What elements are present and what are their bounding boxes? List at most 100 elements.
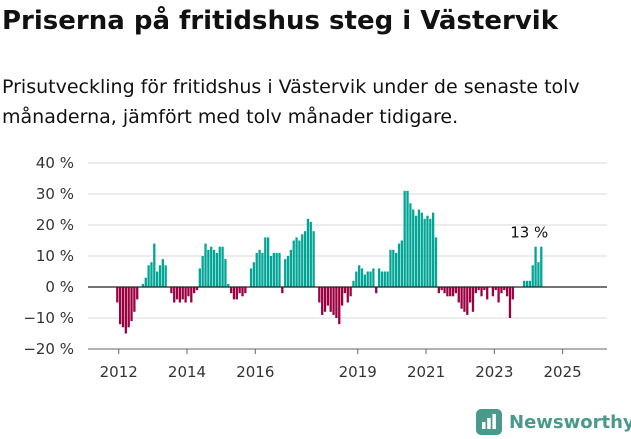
- bar: [136, 287, 139, 300]
- bar: [466, 287, 469, 315]
- bar: [190, 287, 193, 303]
- y-tick-label: 10 %: [36, 247, 74, 265]
- newsworthy-brand: Newsworthy: [476, 408, 631, 436]
- bar: [400, 240, 403, 287]
- brand-name: Newsworthy: [509, 411, 631, 433]
- bar: [144, 277, 147, 287]
- bar: [193, 287, 196, 294]
- bar: [360, 268, 364, 287]
- bar: [483, 287, 486, 291]
- bar: [500, 287, 503, 294]
- bar: [346, 287, 349, 303]
- bar: [269, 256, 273, 287]
- bar: [312, 231, 315, 287]
- bar: [124, 287, 127, 334]
- bar: [252, 262, 256, 287]
- bar: [184, 287, 187, 303]
- bar: [440, 287, 443, 291]
- bar: [255, 252, 258, 287]
- bar: [525, 280, 529, 287]
- bar: [164, 265, 167, 287]
- y-tick-label: −20 %: [23, 340, 74, 358]
- bar: [303, 231, 307, 287]
- bar: [377, 268, 381, 287]
- bar: [511, 287, 514, 300]
- bar: [386, 271, 389, 287]
- bar: [201, 256, 204, 287]
- bar: [284, 259, 287, 287]
- bars: [116, 190, 543, 334]
- bar: [221, 246, 224, 287]
- bar: [215, 252, 219, 287]
- bar: [414, 215, 418, 287]
- bar: [158, 265, 162, 287]
- bar: [332, 287, 335, 315]
- x-tick-label: 2016: [236, 363, 274, 381]
- bar: [429, 218, 432, 287]
- last-value-label: 13 %: [510, 224, 548, 242]
- x-tick-label: 2012: [100, 363, 138, 381]
- bar: [497, 287, 500, 303]
- bar: [218, 246, 221, 287]
- y-tick-label: 0 %: [45, 278, 74, 296]
- bar: [443, 287, 446, 294]
- bar: [238, 287, 241, 294]
- bar: [272, 252, 275, 287]
- bar: [403, 190, 406, 287]
- bar: [318, 287, 321, 303]
- labels: 40 % 30 % 20 % 10 % 0 % −10 % −20 % 2012 2014 201…: [23, 154, 581, 381]
- bar: [286, 256, 290, 287]
- bar: [161, 259, 164, 287]
- y-tick-label: 40 %: [36, 154, 74, 172]
- bar: [434, 237, 438, 287]
- chart-subtitle: Prisutveckling för fritidshus i Västervi…: [2, 76, 580, 128]
- bar: [275, 252, 278, 287]
- y-tick-label: −10 %: [23, 309, 74, 327]
- bar: [369, 271, 372, 287]
- bar: [261, 252, 264, 287]
- bar: [298, 240, 301, 287]
- bar: [457, 287, 460, 303]
- bar: [423, 218, 426, 287]
- newsworthy-logo-icon: [476, 409, 502, 435]
- bar: [437, 287, 440, 294]
- bar: [195, 287, 199, 291]
- bar: [380, 271, 384, 287]
- bar: [449, 287, 452, 297]
- bar: [187, 287, 190, 297]
- bar: [130, 287, 133, 322]
- bar: [326, 287, 330, 306]
- bar: [397, 243, 401, 287]
- bar: [181, 287, 184, 300]
- bar: [395, 252, 398, 287]
- bar: [141, 283, 145, 287]
- bar: [119, 287, 122, 325]
- x-tick-label: 2014: [168, 363, 206, 381]
- chart-title: Priserna på fritidshus steg i Västervik: [2, 6, 558, 36]
- bar: [323, 287, 327, 312]
- bar: [175, 287, 179, 300]
- y-tick-label: 20 %: [36, 216, 74, 234]
- bar: [409, 203, 412, 287]
- bar: [127, 287, 130, 328]
- bar: [540, 246, 543, 287]
- bar: [278, 252, 281, 287]
- bar: [329, 287, 332, 312]
- bar: [229, 287, 233, 294]
- bar: [198, 268, 201, 287]
- bar: [156, 271, 159, 287]
- bar: [207, 249, 210, 287]
- bar: [426, 215, 429, 287]
- x-tick-label: 2021: [407, 363, 445, 381]
- bar: [264, 237, 267, 287]
- bar: [338, 287, 341, 325]
- gridlines: [88, 162, 607, 350]
- bar: [153, 243, 156, 287]
- bar: [289, 249, 293, 287]
- bar: [420, 212, 423, 287]
- bar: [417, 209, 421, 287]
- bar: [178, 287, 182, 303]
- bar: [471, 287, 475, 312]
- bar: [301, 234, 304, 287]
- bar: [392, 249, 395, 287]
